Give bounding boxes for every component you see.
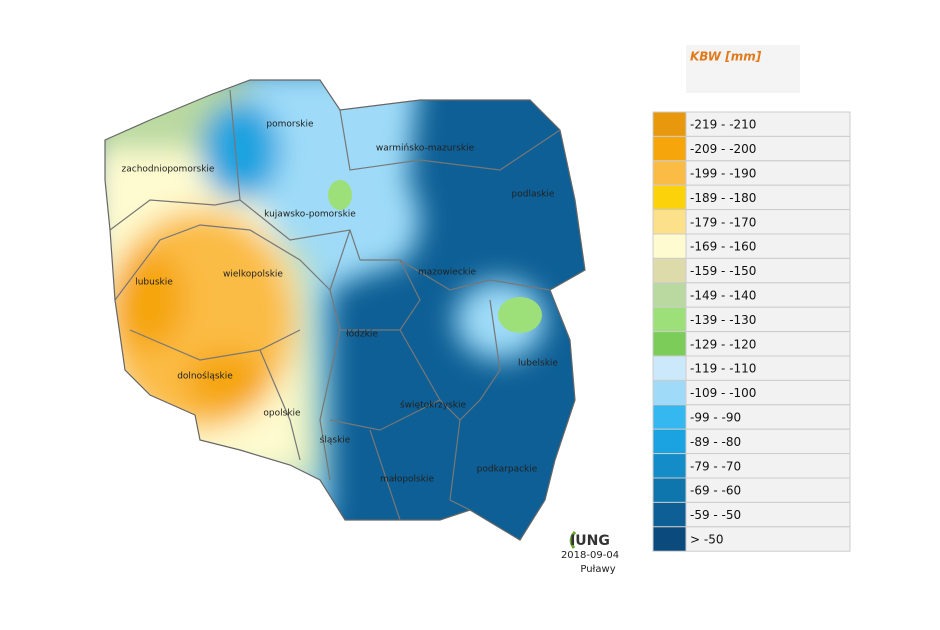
legend-row bbox=[685, 306, 851, 333]
country-outline bbox=[104, 79, 586, 541]
legend-swatch bbox=[652, 379, 687, 406]
legend-title-box bbox=[686, 45, 800, 93]
legend-swatch bbox=[652, 111, 687, 137]
legend-row bbox=[685, 526, 851, 552]
legend-row bbox=[685, 257, 851, 284]
date: 2018-09-04 bbox=[561, 550, 619, 561]
legend-swatch bbox=[652, 135, 687, 162]
legend-label: -159 - -150 bbox=[690, 264, 756, 278]
legend-label: -109 - -100 bbox=[690, 386, 756, 400]
legend-label: -179 - -170 bbox=[690, 215, 756, 229]
region-label: dolnośląskie bbox=[177, 371, 233, 382]
legend-label: > -50 bbox=[690, 533, 723, 547]
legend-label: -139 - -130 bbox=[690, 313, 756, 327]
place: Puławy bbox=[580, 564, 615, 575]
legend-swatch bbox=[652, 477, 687, 503]
legend-label: -59 - -50 bbox=[690, 508, 741, 522]
region-label: łódzkie bbox=[346, 329, 378, 340]
legend-swatch bbox=[652, 453, 687, 479]
legend-swatch bbox=[652, 282, 687, 308]
region-label: podlaskie bbox=[512, 190, 555, 200]
logo-mark bbox=[569, 531, 577, 549]
legend-swatch bbox=[652, 404, 687, 430]
legend-label: -79 - -70 bbox=[690, 459, 741, 473]
legend-label: -119 - -110 bbox=[690, 362, 756, 376]
region-label: małopolskie bbox=[380, 475, 434, 485]
region-label: świętokrzyskie bbox=[400, 400, 466, 411]
legend-label: -69 - -60 bbox=[690, 484, 741, 498]
legend-swatch bbox=[652, 184, 687, 211]
legend-swatch bbox=[652, 160, 687, 186]
legend-label: -149 - -140 bbox=[690, 289, 756, 303]
legend-swatch bbox=[652, 257, 687, 284]
legend-swatch bbox=[652, 526, 687, 552]
legend-swatch bbox=[652, 355, 687, 381]
legend-label: -99 - -90 bbox=[690, 411, 741, 425]
region-label: lubuskie bbox=[135, 278, 173, 288]
legend-title: KBW [mm] bbox=[690, 50, 762, 64]
legend-label: -89 - -80 bbox=[690, 435, 741, 449]
legend-label: -199 - -190 bbox=[690, 167, 756, 181]
region-label: śląskie bbox=[320, 435, 351, 446]
region-label: zachodniopomorskie bbox=[122, 165, 215, 175]
logo: IUNG bbox=[570, 533, 610, 549]
legend-label: -209 - -200 bbox=[690, 142, 756, 156]
legend-label: -129 - -120 bbox=[690, 337, 756, 351]
legend-swatch bbox=[652, 306, 687, 333]
region-label: mazowieckie bbox=[418, 268, 477, 278]
legend-label: -189 - -180 bbox=[690, 191, 756, 205]
region-label: opolskie bbox=[263, 409, 301, 419]
legend-row bbox=[685, 282, 851, 308]
region-label: lubelskie bbox=[518, 359, 558, 369]
legend-label: -169 - -160 bbox=[690, 240, 756, 254]
map bbox=[105, 80, 585, 540]
legend-label: -219 - -210 bbox=[690, 118, 756, 132]
legend-row bbox=[685, 501, 851, 528]
region-label: wielkopolskie bbox=[223, 270, 283, 280]
legend-swatch bbox=[652, 209, 687, 235]
legend-row bbox=[685, 355, 851, 381]
legend-swatch bbox=[652, 233, 687, 259]
legend-row bbox=[685, 477, 851, 503]
legend: -219 - -210 -209 - -200 -199 - -190 -189 - … bbox=[652, 111, 851, 552]
legend-swatch bbox=[652, 331, 687, 357]
region-label: podkarpackie bbox=[477, 465, 538, 475]
region-label: pomorskie bbox=[266, 120, 314, 130]
legend-row bbox=[685, 111, 851, 137]
legend-swatch bbox=[652, 501, 687, 528]
region-label: warmińsko-mazurskie bbox=[376, 144, 475, 154]
legend-swatch bbox=[652, 428, 687, 455]
region-label: kujawsko-pomorskie bbox=[264, 210, 356, 220]
